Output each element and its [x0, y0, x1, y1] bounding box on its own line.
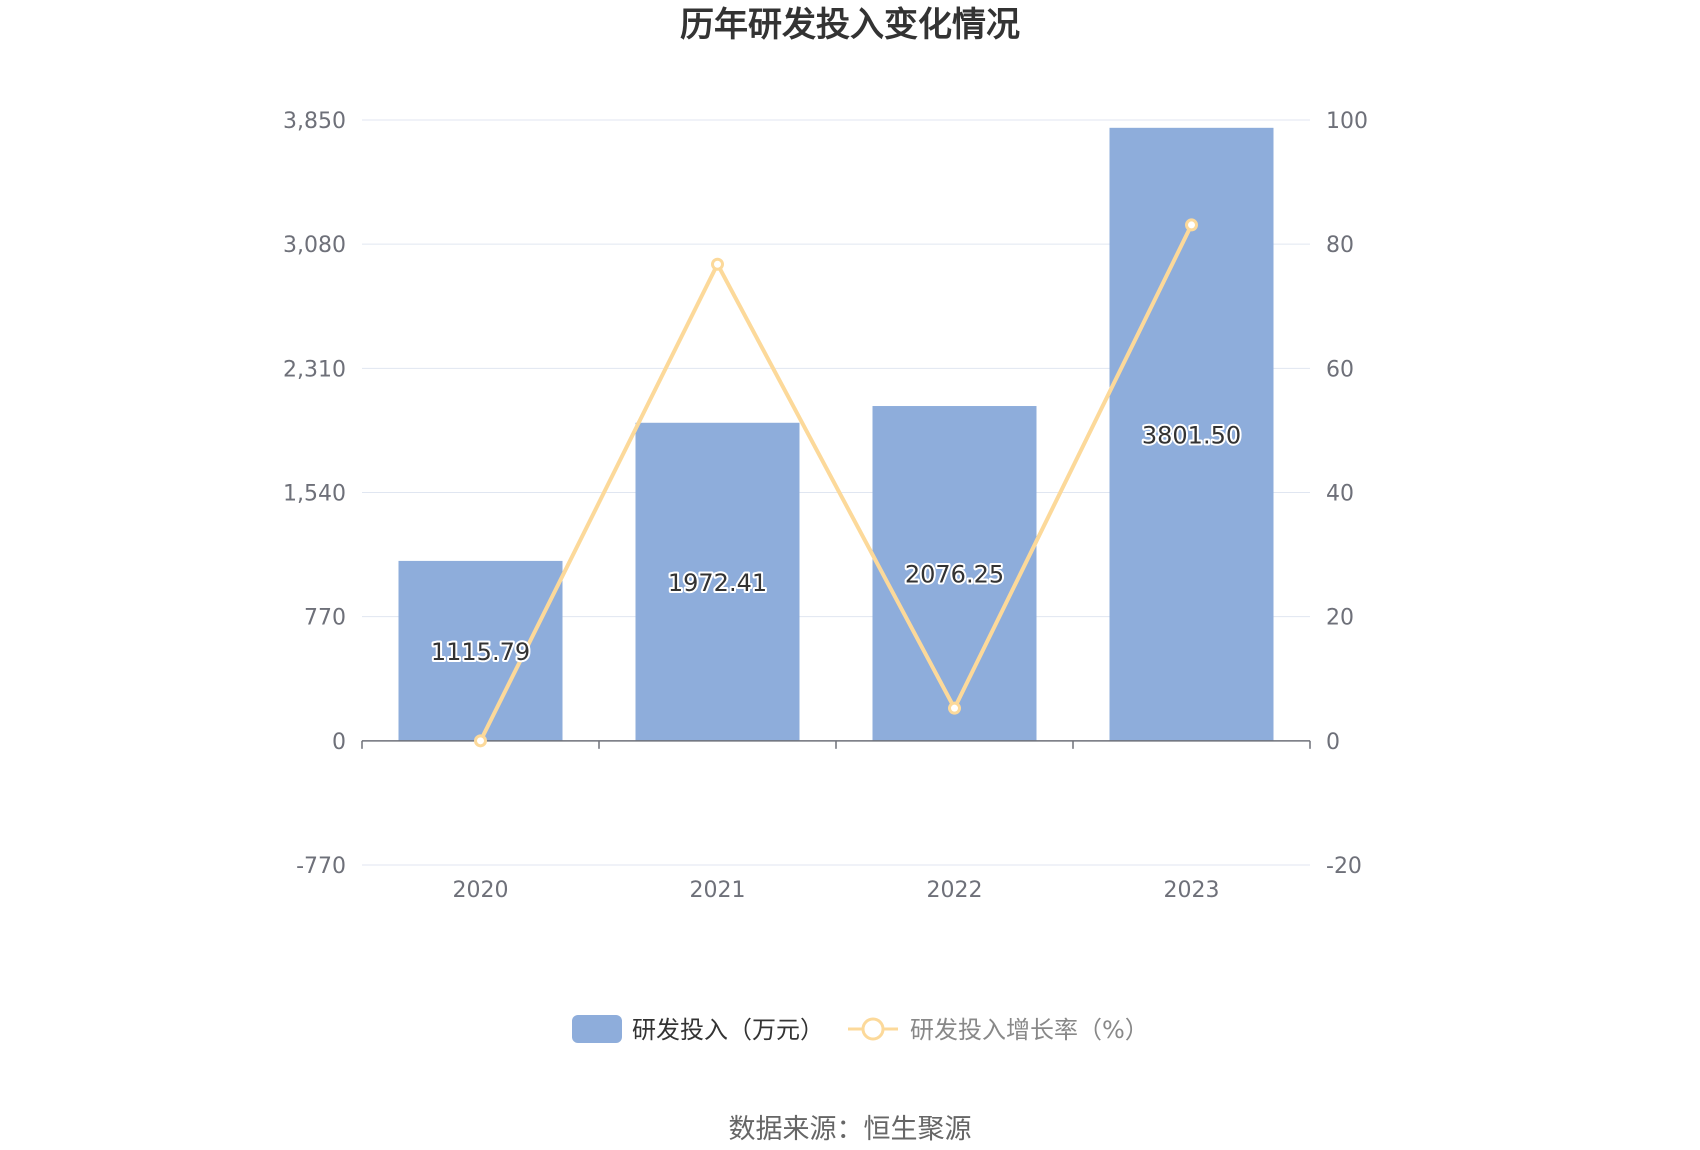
line-point[interactable] — [1185, 218, 1198, 232]
y-right-tick-label: 60 — [1326, 357, 1354, 382]
y-right-tick-label: -20 — [1326, 854, 1362, 879]
line-series — [474, 218, 1198, 748]
bar[interactable] — [398, 560, 563, 741]
growth-rate-line — [478, 224, 1194, 742]
y-right-tick-label: 0 — [1326, 730, 1340, 755]
bar-data-labels: 1115.79 1972.41 2076.25 3801.50 — [429, 419, 1243, 668]
y-left-tick-label: -770 — [296, 854, 346, 879]
y-left-tick-label: 3,850 — [283, 109, 346, 134]
y-left-tick-label: 2,310 — [283, 357, 346, 382]
legend-line-label: 研发投入增长率（%） — [910, 1016, 1149, 1044]
y-axis-right: -20 0 20 40 60 80 100 — [1326, 109, 1368, 879]
legend-bar-swatch — [572, 1015, 622, 1043]
bar[interactable] — [872, 406, 1037, 741]
bar-value-label: 2076.25 — [905, 560, 1004, 588]
y-right-tick-label: 80 — [1326, 233, 1354, 258]
x-axis — [361, 740, 1311, 749]
line-point[interactable] — [948, 701, 961, 715]
y-left-tick-label: 3,080 — [283, 233, 346, 258]
line-point[interactable] — [711, 257, 724, 271]
bar-value-label: 1115.79 — [431, 638, 530, 666]
y-right-tick-label: 100 — [1326, 109, 1368, 134]
x-tick-label: 2023 — [1164, 878, 1220, 903]
legend-bar-label: 研发投入（万元） — [632, 1016, 824, 1044]
x-tick-label: 2021 — [690, 878, 746, 903]
y-right-tick-label: 20 — [1326, 606, 1354, 631]
y-axis-left: -770 0 770 1,540 2,310 3,080 3,850 — [283, 109, 346, 879]
legend-line-marker-icon — [861, 1017, 885, 1041]
bar-value-label: 1972.41 — [668, 569, 767, 597]
y-left-tick-label: 770 — [304, 606, 346, 631]
y-right-tick-label: 40 — [1326, 482, 1354, 507]
bar-value-label: 3801.50 — [1142, 421, 1241, 449]
x-tick-label: 2022 — [927, 878, 983, 903]
y-left-tick-label: 1,540 — [283, 482, 346, 507]
legend: 研发投入（万元） 研发投入增长率（%） — [572, 1015, 1149, 1044]
x-tick-label: 2020 — [453, 878, 509, 903]
line-point[interactable] — [474, 734, 487, 748]
y-left-tick-label: 0 — [332, 730, 346, 755]
data-source: 数据来源：恒生聚源 — [729, 1114, 972, 1145]
chart-title: 历年研发投入变化情况 — [680, 5, 1020, 45]
legend-item-line[interactable]: 研发投入增长率（%） — [848, 1016, 1149, 1044]
bar[interactable] — [635, 422, 800, 741]
x-axis-tick-labels: 2020 2021 2022 2023 — [453, 878, 1220, 903]
legend-item-bar[interactable]: 研发投入（万元） — [572, 1015, 824, 1044]
